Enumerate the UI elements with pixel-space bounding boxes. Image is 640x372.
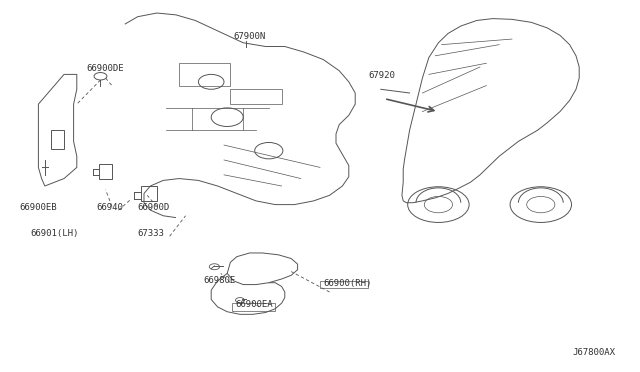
Text: 66901(LH): 66901(LH) xyxy=(31,229,79,238)
Text: 66900EA: 66900EA xyxy=(236,300,273,309)
Text: 66900EB: 66900EB xyxy=(19,203,57,212)
Text: 66980E: 66980E xyxy=(204,276,236,285)
Text: J67800AX: J67800AX xyxy=(573,348,616,357)
Text: 66900DE: 66900DE xyxy=(86,64,124,73)
Text: 67920: 67920 xyxy=(368,71,395,80)
Text: 66940: 66940 xyxy=(96,203,123,212)
Text: 67333: 67333 xyxy=(138,229,164,238)
Text: 66900D: 66900D xyxy=(138,203,170,212)
Text: 66900(RH): 66900(RH) xyxy=(323,279,372,288)
Text: 67900N: 67900N xyxy=(234,32,266,41)
